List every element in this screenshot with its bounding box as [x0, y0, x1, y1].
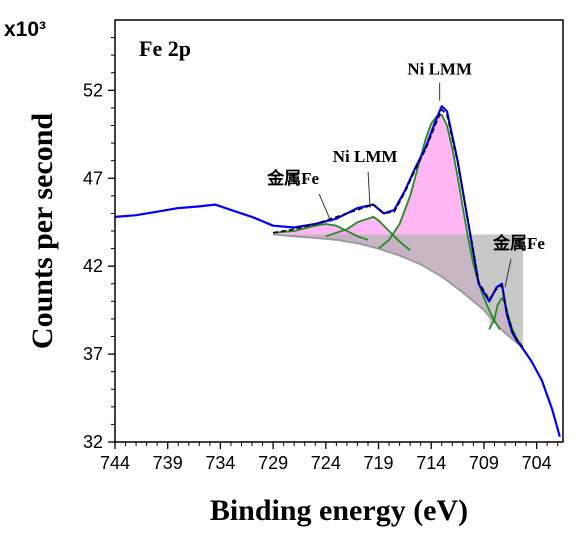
x-axis: 744 739 734 729 724 719 714 709 704 — [100, 442, 559, 473]
x-tick-label: 729 — [258, 453, 288, 473]
y-multiplier: x10³ — [4, 18, 46, 41]
series-component-metal-fe-peak — [273, 223, 369, 241]
annotation-label: Ni LMM — [407, 60, 472, 79]
y-axis: 32 37 42 47 52 — [83, 37, 115, 452]
spectrum-lines — [114, 105, 561, 437]
x-tick-label: 724 — [311, 453, 341, 473]
series-background — [273, 233, 524, 348]
y-tick-label: 42 — [83, 256, 103, 276]
annotation-leader — [504, 258, 512, 288]
y-tick-label: 32 — [83, 432, 103, 452]
x-tick-label: 719 — [364, 453, 394, 473]
x-tick-label: 734 — [205, 453, 235, 473]
annotations: Ni LMM Ni LMM 金属Fe 金属Fe — [266, 60, 545, 288]
background-fill — [273, 234, 523, 348]
x-tick-label: 744 — [100, 453, 130, 473]
chart-title: Fe 2p — [139, 36, 191, 61]
x-tick-label: 739 — [153, 453, 183, 473]
y-tick-label: 37 — [83, 344, 103, 364]
annotation-leader — [318, 193, 332, 223]
y-tick-label: 47 — [83, 168, 103, 188]
y-tick-label: 52 — [83, 80, 103, 100]
series-component-ni-lmm-main — [377, 114, 501, 330]
annotation-label: 金属Fe — [266, 168, 319, 188]
annotation-leader — [367, 171, 371, 208]
series-component-ni-lmm-peak — [325, 215, 411, 251]
annotation-label: Ni LMM — [333, 147, 398, 166]
annotation-label: 金属Fe — [492, 233, 545, 253]
series-fit-envelope — [272, 108, 524, 348]
y-axis-label: Counts per second — [26, 113, 59, 349]
x-tick-label: 704 — [522, 453, 552, 473]
x-tick-label: 709 — [469, 453, 499, 473]
x-axis-label: Binding energy (eV) — [210, 494, 468, 527]
x-tick-label: 714 — [416, 453, 446, 473]
